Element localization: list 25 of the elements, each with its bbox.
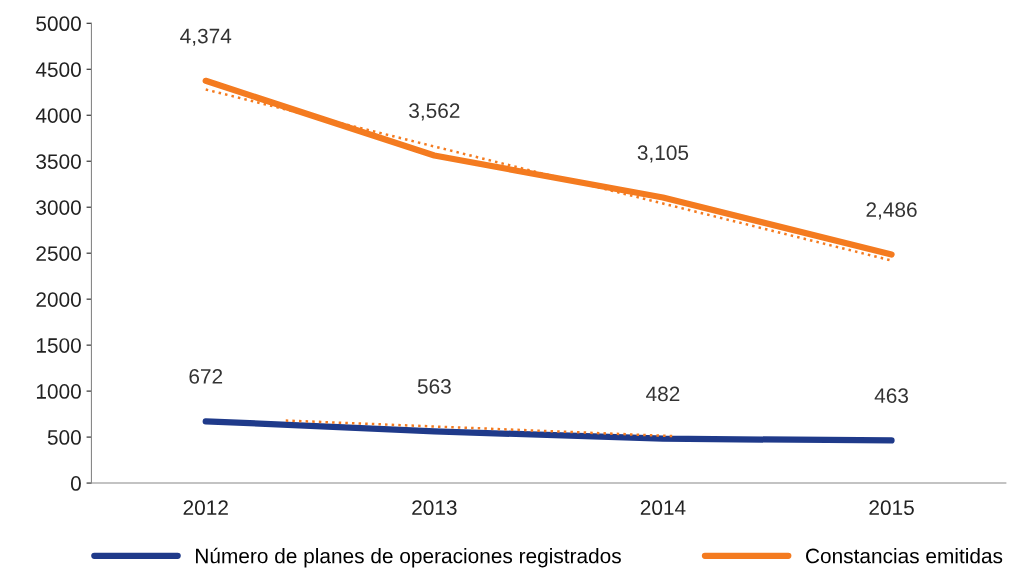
data-label: 482 — [646, 386, 680, 402]
data-label: 2,486 — [866, 202, 917, 220]
y-tick-label: 3000 — [36, 200, 81, 215]
legend-label: Constancias emitidas — [806, 548, 1003, 564]
x-tick-label: 2015 — [869, 500, 914, 516]
y-tick-label: 3500 — [36, 154, 81, 169]
legend-label: Número de planes de operaciones registrados — [196, 547, 621, 568]
y-tick-label: 4000 — [35, 108, 81, 123]
y-tick-label: 1000 — [36, 384, 81, 399]
data-label: 3,105 — [637, 145, 689, 163]
y-tick-label: 1500 — [36, 338, 81, 353]
x-tick-label: 2014 — [640, 500, 686, 516]
y-tick-label: 500 — [47, 430, 81, 445]
data-label: 463 — [874, 388, 909, 404]
x-tick-label: 2012 — [183, 500, 228, 516]
y-tick-label: 0 — [70, 476, 81, 491]
y-tick-label: 2000 — [36, 292, 81, 307]
data-label: 3,562 — [409, 103, 460, 121]
data-label: 4,374 — [180, 28, 232, 46]
y-tick-label: 4500 — [35, 62, 81, 78]
y-tick-label: 5000 — [36, 16, 81, 32]
x-tick-label: 2013 — [412, 500, 457, 516]
data-label: 672 — [189, 369, 223, 384]
data-label: 563 — [417, 379, 451, 394]
y-tick-label: 2500 — [36, 246, 81, 261]
